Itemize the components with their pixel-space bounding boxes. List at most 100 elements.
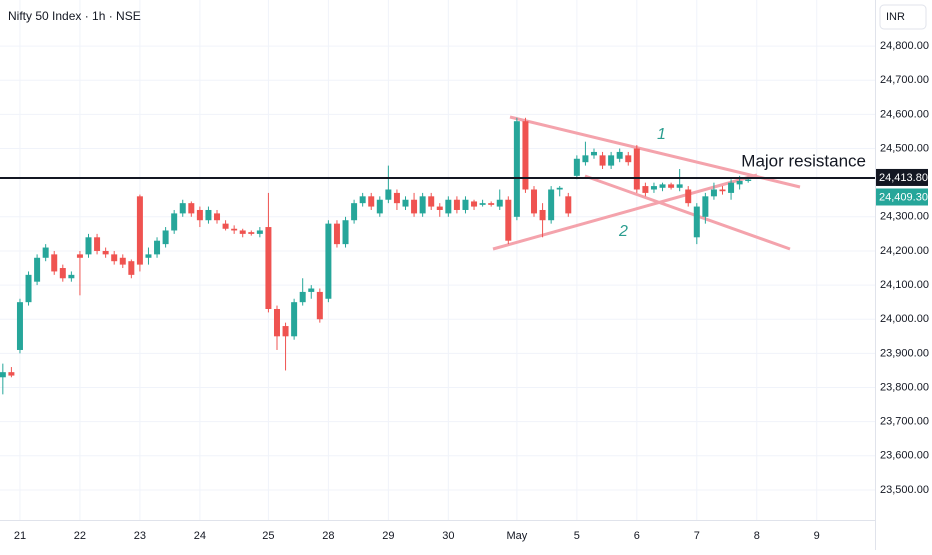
candle-body: [179, 203, 186, 214]
candle-body: [376, 199, 383, 214]
y-tick-label: 23,700.00: [880, 416, 929, 428]
candle-body: [710, 189, 717, 197]
candle-body: [676, 184, 683, 188]
y-tick-label: 24,100.00: [880, 279, 929, 291]
trendline: [584, 174, 791, 251]
x-tick-label: 5: [574, 530, 580, 542]
candle-body: [16, 302, 23, 350]
candle-body: [531, 189, 538, 214]
candle-body: [445, 199, 452, 214]
x-tick-label: 29: [382, 530, 394, 542]
candle-body: [196, 209, 203, 221]
candle-body: [522, 121, 529, 190]
candle-body: [582, 155, 589, 163]
candle-body: [608, 155, 615, 166]
candle-body: [25, 274, 32, 303]
candle-body: [368, 196, 375, 207]
candle-body: [273, 308, 280, 337]
y-tick-label: 24,200.00: [880, 245, 929, 257]
candle-body: [205, 209, 212, 221]
price-tag-label: 24,413.80: [879, 172, 928, 184]
candle-body: [642, 186, 649, 193]
candle-body: [513, 121, 520, 217]
currency: INR: [886, 11, 905, 23]
x-tick-label: 24: [194, 530, 206, 542]
candle-body: [633, 148, 640, 190]
candle-body: [291, 302, 298, 337]
x-tick-label: 7: [694, 530, 700, 542]
candle-body: [496, 199, 503, 207]
candle-body: [702, 196, 709, 217]
candle-body: [325, 223, 332, 299]
candle-body: [231, 228, 238, 231]
candle-body: [68, 274, 75, 279]
candle-body: [162, 230, 169, 245]
candle-body: [402, 199, 409, 207]
candle-body: [222, 223, 229, 229]
candle-body: [728, 182, 735, 193]
x-tick-label: 9: [814, 530, 820, 542]
candle-body: [479, 203, 486, 205]
y-tick-label: 24,600.00: [880, 108, 929, 120]
candle-body: [42, 247, 49, 258]
x-tick-label: 8: [754, 530, 760, 542]
candle-body: [505, 199, 512, 241]
candle-body: [94, 237, 101, 251]
candle-body: [351, 203, 358, 221]
candle-body: [471, 201, 478, 207]
candle-body: [685, 189, 692, 204]
candle-body: [625, 155, 632, 163]
y-tick-label: 23,800.00: [880, 381, 929, 393]
candle-body: [239, 230, 246, 234]
candle-body: [428, 196, 435, 207]
candle-body: [308, 288, 315, 292]
x-tick-label: 30: [442, 530, 454, 542]
candle-body: [693, 206, 700, 238]
candle-body: [333, 223, 340, 245]
price-tag: [876, 168, 928, 186]
candle-body: [453, 199, 460, 210]
candle-body: [436, 206, 443, 210]
x-tick-label: 21: [14, 530, 26, 542]
candle-body: [745, 179, 752, 181]
candle-body: [136, 196, 143, 265]
price-tag-label: 24,409.30: [879, 191, 928, 203]
candle-body: [265, 227, 272, 309]
candle-body: [171, 213, 178, 231]
y-tick-label: 24,000.00: [880, 313, 929, 325]
candle-body: [719, 189, 726, 192]
candle-body: [462, 199, 469, 210]
resistance-label: Major resistance: [741, 151, 866, 170]
candle-body: [51, 254, 58, 272]
candle-body: [539, 209, 546, 221]
candle-body: [111, 254, 118, 262]
candle-body: [488, 203, 495, 205]
candle-body: [8, 372, 15, 376]
annotation: 2: [618, 223, 628, 240]
x-tick-label: May: [506, 530, 527, 542]
candle-body: [248, 232, 255, 234]
candle-body: [282, 326, 289, 337]
candle-body: [573, 158, 580, 176]
currency-button[interactable]: [879, 4, 927, 30]
y-tick-label: 23,500.00: [880, 484, 929, 496]
candle-body: [548, 189, 555, 221]
candle-body: [34, 257, 41, 282]
candle-body: [736, 180, 743, 185]
candle-body: [316, 291, 323, 320]
candle-body: [342, 220, 349, 245]
candle-body: [85, 237, 92, 255]
x-tick-label: 25: [262, 530, 274, 542]
candle-body: [659, 184, 666, 188]
y-tick-label: 24,700.00: [880, 74, 929, 86]
candle-body: [256, 230, 263, 234]
y-tick-label: 24,500.00: [880, 142, 929, 154]
candle-body: [188, 203, 195, 214]
candle-body: [565, 196, 572, 214]
candle-body: [411, 199, 418, 214]
y-tick-label: 23,600.00: [880, 450, 929, 462]
candle-body: [650, 186, 657, 190]
candle-body: [128, 261, 135, 275]
candle-body: [599, 155, 606, 166]
price-tag: [876, 188, 928, 206]
